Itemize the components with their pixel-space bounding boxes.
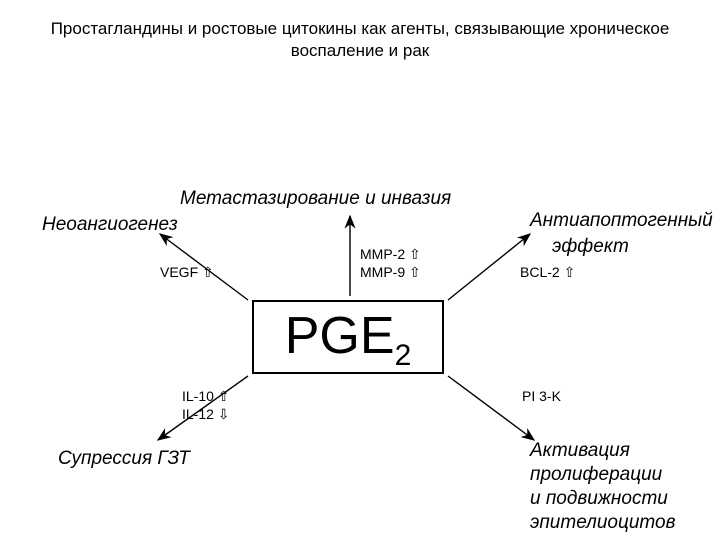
arrow-to-right-bot — [448, 376, 534, 440]
arrow-to-right-top — [448, 234, 530, 300]
arrow-to-left-top — [160, 234, 248, 300]
arrows-layer — [0, 0, 720, 540]
arrow-to-left-bot — [158, 376, 248, 440]
